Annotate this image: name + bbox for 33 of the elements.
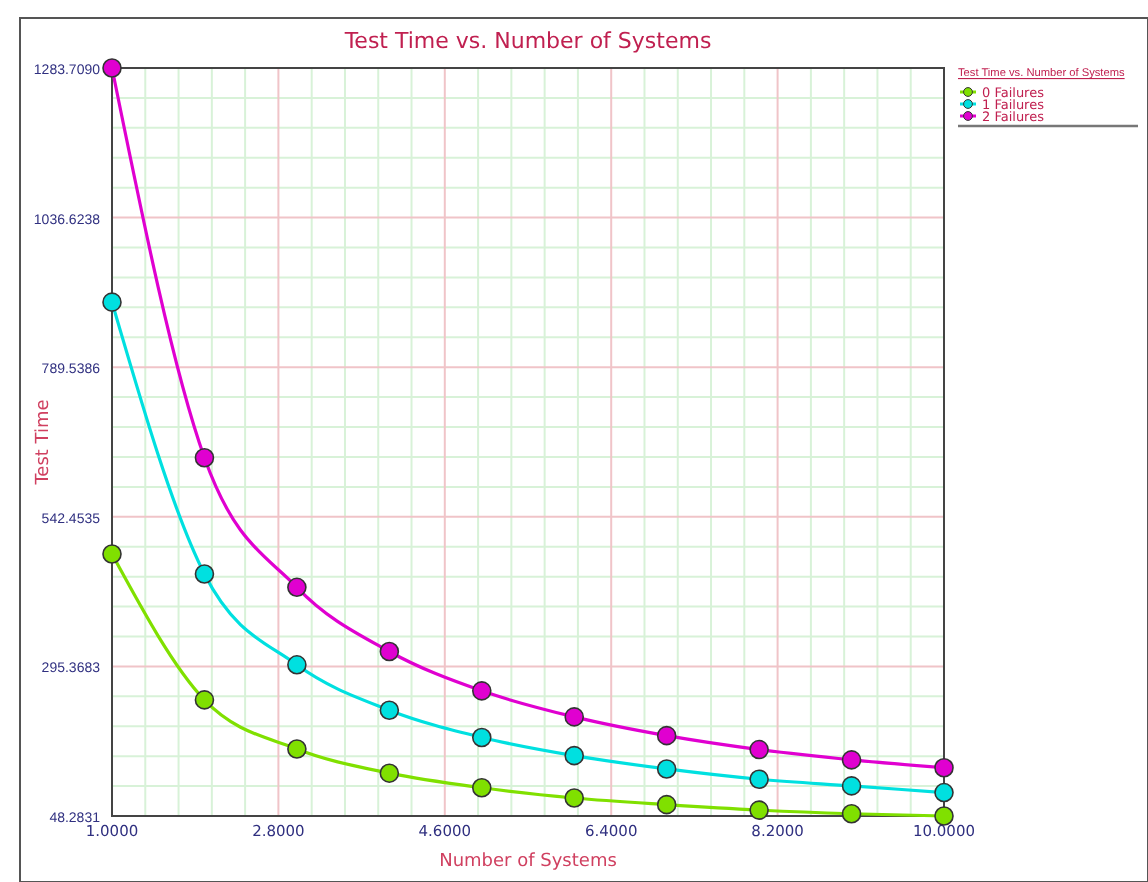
- point: [749, 769, 769, 790]
- point: [287, 577, 307, 598]
- point: [564, 707, 585, 727]
- point: [656, 759, 677, 779]
- chart-title: Test Time vs. Number of Systems: [342, 28, 712, 54]
- point: [934, 782, 954, 803]
- point: [471, 777, 492, 798]
- point: [934, 757, 954, 778]
- point: [194, 690, 215, 710]
- x-axis-title: Number of Systems: [439, 852, 618, 872]
- point: [841, 776, 862, 796]
- point: [379, 700, 400, 721]
- point: [102, 292, 122, 312]
- point: [471, 727, 492, 748]
- point: [564, 745, 585, 766]
- point: [379, 763, 400, 783]
- point: [102, 544, 122, 564]
- point: [656, 725, 677, 746]
- point: [471, 681, 492, 701]
- point: [749, 800, 769, 820]
- point: [841, 803, 862, 824]
- point: [656, 794, 677, 815]
- point: [749, 739, 769, 760]
- point: [102, 58, 122, 78]
- point: [379, 641, 400, 662]
- point: [287, 739, 307, 759]
- point: [194, 564, 215, 584]
- point: [194, 447, 215, 468]
- point: [564, 788, 585, 808]
- point: [287, 655, 307, 675]
- point: [841, 750, 862, 770]
- y-axis-title: Test Time: [34, 398, 54, 487]
- point: [934, 806, 954, 826]
